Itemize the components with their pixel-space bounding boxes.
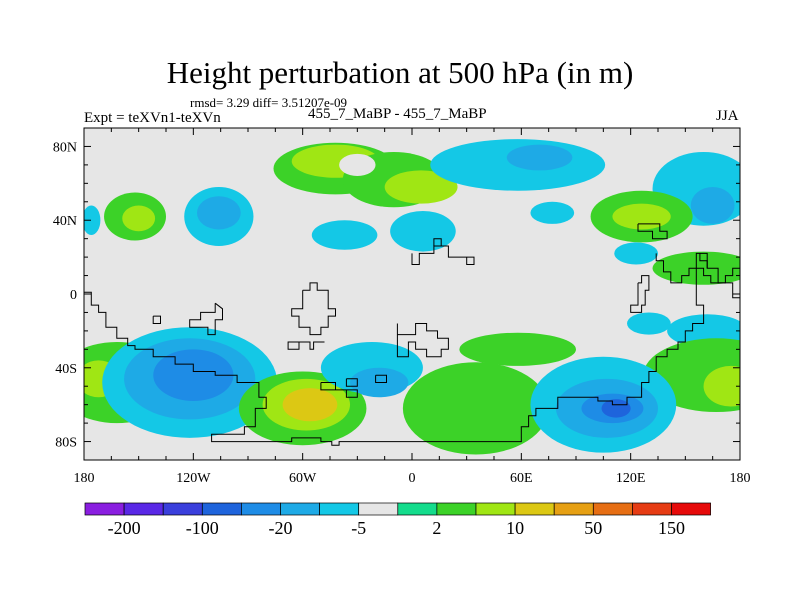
anomaly-contour	[459, 332, 576, 366]
colorbar-box	[84, 502, 125, 516]
experiment-label: Expt = teXVn1-teXVn	[84, 110, 221, 126]
coastline	[287, 341, 325, 350]
colorbar-box	[592, 502, 633, 516]
coastline	[320, 382, 358, 398]
colorbar-box	[553, 502, 594, 516]
x-axis: 180 120W 60W 0 60E 120E 180	[74, 128, 751, 486]
anomaly-contour	[601, 399, 631, 418]
coastline	[411, 245, 475, 265]
colorbar-label: -100	[186, 518, 219, 538]
colorbar-box	[319, 502, 360, 516]
anomaly-contour	[506, 144, 573, 171]
anomaly-contour	[703, 365, 740, 407]
colorbar-box	[162, 502, 203, 516]
y-tick-label: 40N	[53, 214, 77, 229]
colorbar-box	[123, 502, 164, 516]
anomaly-contour	[690, 187, 735, 224]
anomaly-contour	[390, 211, 456, 252]
coastline	[189, 302, 223, 336]
x-tick-label: 60W	[289, 471, 317, 486]
coastline	[375, 374, 387, 383]
coastline	[637, 223, 668, 240]
y-tick-label: 40S	[55, 362, 77, 377]
x-tick-label: 0	[409, 471, 416, 486]
chart-title: Height perturbation at 500 hPa (in m)	[166, 55, 634, 90]
colorbar-label: 2	[432, 518, 441, 538]
anomaly-contour	[282, 388, 338, 422]
anomaly-contour	[384, 170, 458, 204]
season-label: JJA	[716, 108, 739, 124]
anomaly-contour	[153, 349, 234, 401]
anomaly-contour	[84, 205, 101, 235]
colorbar-box	[671, 502, 711, 516]
colorbar-box	[475, 502, 516, 516]
coastline	[433, 238, 442, 246]
x-tick-label: 120W	[176, 471, 211, 486]
anomaly-contour	[122, 205, 156, 232]
coastline	[152, 315, 161, 324]
coastline-layer	[84, 223, 740, 446]
colorbar-label: -20	[269, 518, 293, 538]
colorbar-label: 10	[506, 518, 524, 538]
coastline	[630, 275, 650, 313]
x-tick-label: 60E	[510, 471, 533, 486]
anomaly-contour	[311, 220, 378, 250]
colorbar-box	[436, 502, 477, 516]
anomaly-contour	[614, 242, 659, 265]
colorbar-label: 150	[658, 518, 685, 538]
y-tick-label: 80S	[55, 436, 77, 451]
colorbar-label: 50	[584, 518, 602, 538]
coastline	[345, 378, 358, 387]
center-label: 455_7_MaBP - 455_7_MaBP	[308, 106, 487, 122]
y-axis: 80N 40N 0 40S 80S	[53, 140, 740, 451]
anomaly-contour	[339, 153, 376, 176]
colorbar-box	[514, 502, 555, 516]
x-tick-label: 120E	[616, 471, 646, 486]
colorbar-label: -5	[351, 518, 366, 538]
colorbar-box	[241, 502, 281, 516]
coastline	[84, 252, 740, 446]
colorbar-box	[397, 502, 438, 516]
coastline	[291, 282, 336, 336]
colorbar-label: -200	[108, 518, 141, 538]
x-tick-label: 180	[74, 471, 95, 486]
colorbar-box	[358, 502, 399, 516]
colorbar-box	[632, 502, 672, 516]
coastline	[655, 253, 740, 284]
colorbar-box	[201, 502, 242, 516]
colorbar: -200 -100 -20 -5 2 10 50 150	[84, 502, 711, 538]
anomaly-contour	[196, 196, 241, 230]
anomaly-contour	[530, 201, 575, 224]
y-tick-label: 0	[70, 288, 77, 303]
anomaly-contour	[627, 312, 671, 335]
colorbar-box	[280, 502, 320, 516]
anomaly-contour	[402, 362, 549, 455]
x-tick-label: 180	[730, 471, 751, 486]
coastline	[396, 323, 449, 358]
stats-line: rmsd= 3.29 diff= 3.51207e-09	[190, 95, 348, 110]
y-tick-label: 80N	[53, 140, 77, 155]
anomaly-contour	[612, 203, 671, 230]
coastline	[699, 253, 708, 269]
